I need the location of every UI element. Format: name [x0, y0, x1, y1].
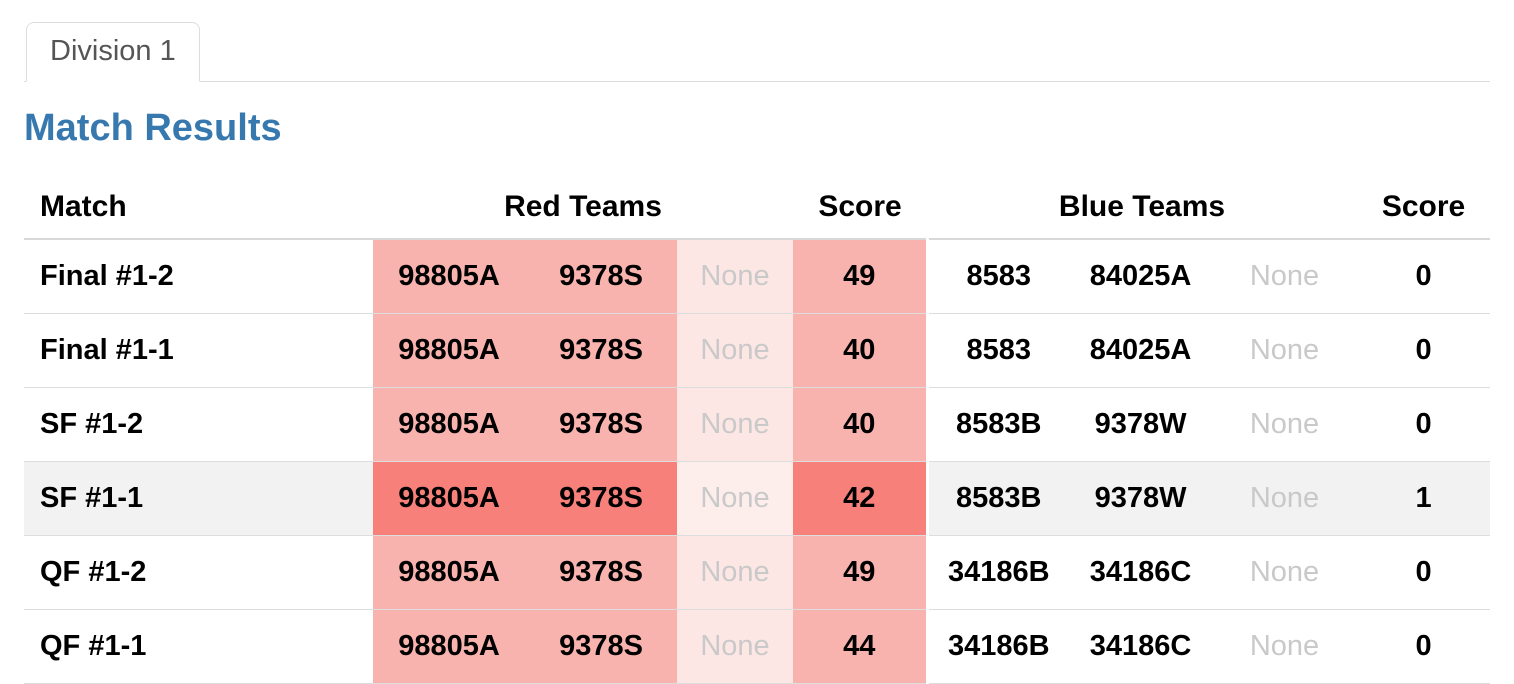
page-title: Match Results [24, 107, 282, 149]
blue-score-cell: 0 [1415, 556, 1432, 588]
red-team-cell: 98805A [373, 313, 525, 388]
red-team-cell: 9378S [525, 387, 677, 462]
table-header-row: Match Red Teams Score Blue Teams Score [24, 175, 1491, 240]
red-none-cell: None [677, 239, 794, 314]
table-row: SF #1-2 98805A 9378S None 40 8583B 9378W None 0 [24, 387, 1491, 462]
blue-team-cell: 34186B [947, 630, 1050, 662]
table-row: Final #1-2 98805A 9378S None 49 8583 84025A Non… [24, 239, 1490, 314]
match-results-table: Match Red Teams Score Blue Teams Score F… [24, 175, 1491, 684]
red-team-cell: 9378S [525, 313, 677, 388]
red-score-cell: 40 [793, 387, 929, 462]
blue-team-cell: 9378W [1069, 461, 1213, 536]
blue-none-cell: None [1249, 408, 1320, 440]
red-score-cell: 49 [793, 239, 929, 314]
match-name-cell: QF #1-1 [40, 630, 147, 662]
red-none-cell: None [677, 609, 794, 684]
red-none-cell: None [677, 535, 794, 610]
red-team-cell: 9378S [525, 239, 677, 314]
blue-score-cell: 0 [1415, 408, 1432, 440]
blue-team-cell: 34186C [1089, 630, 1192, 662]
blue-score-cell: 0 [1415, 334, 1432, 366]
table-row: Final #1-1 98805A 9378S None 40 8583 84025A Non… [24, 313, 1491, 388]
header-match: Match [24, 175, 373, 240]
table-row: SF #1-1 98805A 9378S None 42 8583B 9378W None 1 [24, 461, 1491, 536]
header-red-score: Score [793, 175, 928, 240]
red-team-cell: 98805A [373, 535, 525, 610]
red-score-cell: 42 [793, 461, 929, 536]
blue-team-cell: 84025A [1089, 334, 1192, 366]
red-team-cell: 98805A [373, 609, 525, 684]
tab-division-1[interactable]: Division 1 [26, 22, 200, 82]
red-team-cell: 9378S [525, 535, 677, 610]
blue-team-cell: 8583B [956, 408, 1042, 440]
blue-team-cell: 34186B [947, 556, 1050, 588]
blue-team-cell: 9378W [1094, 408, 1187, 440]
match-name-cell: SF #1-2 [40, 408, 144, 440]
red-score-cell: 40 [793, 313, 929, 388]
header-blue-teams: Blue Teams [927, 175, 1358, 240]
red-team-cell: 98805A [373, 461, 525, 536]
match-name-cell: QF #1-2 [40, 556, 147, 588]
header-blue-score: Score [1357, 175, 1491, 240]
blue-score-cell: 0 [1415, 630, 1432, 662]
blue-none-cell: None [1249, 260, 1320, 292]
red-team-cell: 98805A [373, 239, 525, 314]
red-none-cell: None [677, 461, 794, 536]
red-team-cell: 9378S [525, 461, 677, 536]
red-score-cell: 49 [793, 535, 929, 610]
blue-none-cell: None [1249, 556, 1320, 588]
blue-none-cell: None [1212, 461, 1358, 536]
table-body: Final #1-2 98805A 9378S None 49 8583 84025A Non… [24, 239, 1491, 684]
table-row: QF #1-2 98805A 9378S None 49 34186B 34186C None… [24, 535, 1491, 610]
blue-score-cell: 1 [1357, 461, 1491, 536]
red-score-cell: 44 [793, 609, 929, 684]
red-none-cell: None [677, 313, 794, 388]
tab-bar: Division 1 [24, 22, 1490, 82]
blue-none-cell: None [1249, 334, 1320, 366]
blue-team-cell: 8583 [966, 334, 1032, 366]
match-name-cell: SF #1-1 [24, 461, 373, 536]
blue-score-cell: 0 [1415, 260, 1432, 292]
blue-team-cell: 8583 [966, 260, 1032, 292]
red-team-cell: 98805A [373, 387, 525, 462]
match-name-cell: Final #1-1 [40, 334, 174, 366]
header-red-teams: Red Teams [373, 175, 794, 240]
red-none-cell: None [677, 387, 794, 462]
blue-team-cell: 8583B [927, 461, 1070, 536]
table-row: QF #1-1 98805A 9378S None 44 34186B 34186C None… [24, 609, 1491, 684]
blue-team-cell: 34186C [1089, 556, 1192, 588]
match-name-cell: Final #1-2 [40, 260, 174, 292]
red-team-cell: 9378S [525, 609, 677, 684]
blue-none-cell: None [1249, 630, 1320, 662]
blue-team-cell: 84025A [1089, 260, 1192, 292]
